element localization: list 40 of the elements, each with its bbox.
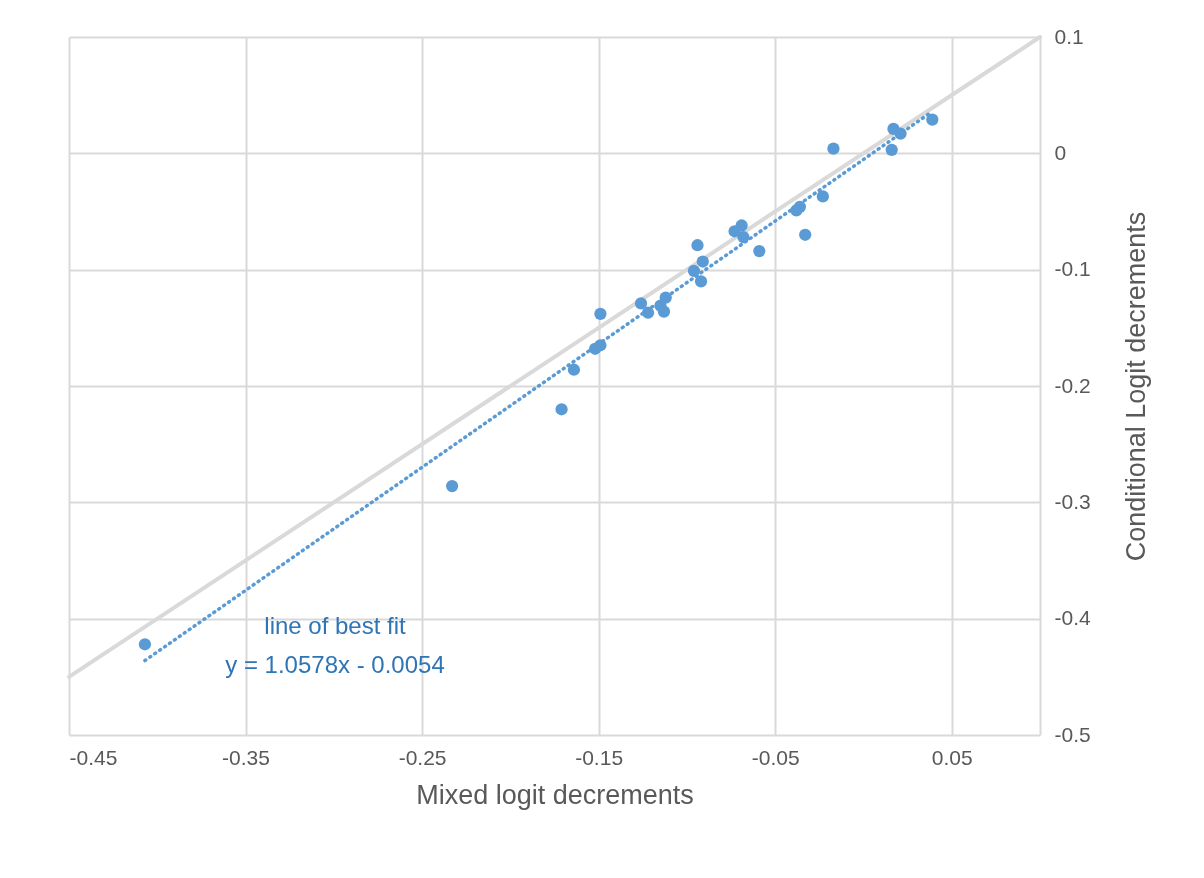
point [737,230,750,244]
point [588,342,602,355]
point [753,244,766,258]
y-axis-title: Conditional Logit decrements [1120,211,1151,562]
point [657,305,671,318]
point [694,275,708,288]
point [790,204,803,217]
y-tick-label: -0.1 [1054,257,1091,281]
x-tick-label: -0.45 [69,745,118,769]
point [555,403,568,416]
annotation: y = 1.0578x - 0.0054 [225,651,445,678]
y-tick-label: -0.3 [1054,489,1091,513]
x-tick-label: -0.05 [751,745,800,769]
point [594,307,607,320]
x-tick-label: -0.35 [222,745,270,769]
point [894,127,907,140]
point [696,255,709,268]
point [885,143,898,156]
point [926,113,939,126]
point [827,142,840,155]
y-tick-label: -0.4 [1054,606,1092,630]
point [799,228,812,241]
point [634,297,648,310]
point [687,264,701,277]
point [138,638,152,651]
y-tick-label: 0.1 [1054,24,1084,48]
y-tick-label: -0.2 [1054,373,1091,397]
y-tick-label: 0 [1054,140,1067,164]
y-tick-label: -0.5 [1054,722,1091,746]
point [445,479,459,493]
x-tick-label: -0.15 [575,745,624,769]
point [728,225,741,238]
point [567,363,581,376]
point [691,239,704,252]
point [641,306,655,319]
point [816,190,829,203]
x-axis-title: Mixed logit decrements [416,779,694,810]
x-tick-label: -0.25 [398,745,447,769]
annotation: line of best fit [264,612,407,639]
x-tick-label: 0.05 [931,745,973,769]
